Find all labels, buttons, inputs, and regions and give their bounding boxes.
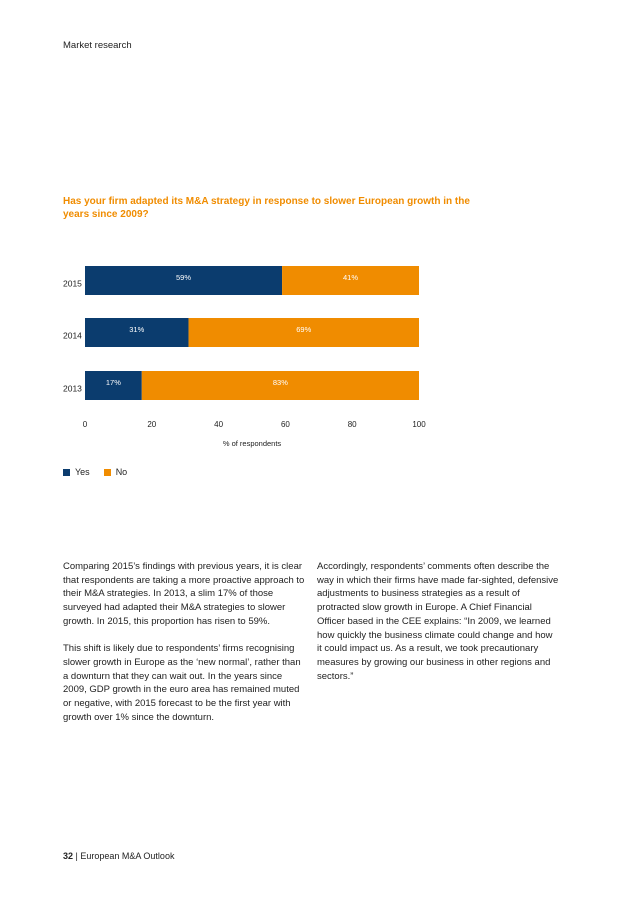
section-label: Market research <box>63 40 132 51</box>
x-tick-label: 0 <box>83 420 88 429</box>
chart-legend: Yes No <box>63 467 127 477</box>
paragraph: Accordingly, respondents’ comments often… <box>317 561 559 682</box>
page-number: 32 <box>63 851 74 861</box>
data-label: 83% <box>273 378 288 387</box>
paragraph: Comparing 2015’s findings with previous … <box>63 561 305 627</box>
category-label: 2013 <box>63 384 82 394</box>
bar-yes <box>85 318 189 347</box>
footer-separator: | <box>75 851 78 861</box>
bar-no <box>141 371 419 400</box>
data-label: 69% <box>296 325 311 334</box>
publication-title: European M&A Outlook <box>80 851 175 861</box>
x-tick-label: 100 <box>412 420 426 429</box>
body-column-left: Comparing 2015’s findings with previous … <box>63 560 305 738</box>
x-axis-label: % of respondents <box>223 439 282 448</box>
category-label: 2015 <box>63 279 82 289</box>
x-tick-label: 80 <box>348 420 357 429</box>
legend-label-no: No <box>115 467 128 477</box>
paragraph: This shift is likely due to respondents’… <box>63 643 301 723</box>
data-label: 17% <box>106 378 121 387</box>
page-footer: 32 | European M&A Outlook <box>63 851 174 861</box>
data-label: 59% <box>176 273 191 282</box>
legend-label-yes: Yes <box>75 467 90 477</box>
bar-yes <box>85 266 283 295</box>
legend-item-yes: Yes <box>63 467 90 477</box>
bar-no <box>188 318 419 347</box>
category-label: 2014 <box>63 331 82 341</box>
x-tick-label: 60 <box>281 420 290 429</box>
data-label: 31% <box>129 325 144 334</box>
body-column-right: Accordingly, respondents’ comments often… <box>317 560 559 697</box>
data-label: 41% <box>343 273 358 282</box>
bar-yes <box>85 371 142 400</box>
x-tick-label: 20 <box>147 420 156 429</box>
legend-swatch-yes <box>63 468 70 476</box>
chart-title: Has your firm adapted its M&A strategy i… <box>63 196 470 220</box>
x-tick-label: 40 <box>214 420 223 429</box>
bar-no <box>282 266 419 295</box>
legend-swatch-no <box>103 468 111 476</box>
legend-item-no: No <box>103 467 128 477</box>
